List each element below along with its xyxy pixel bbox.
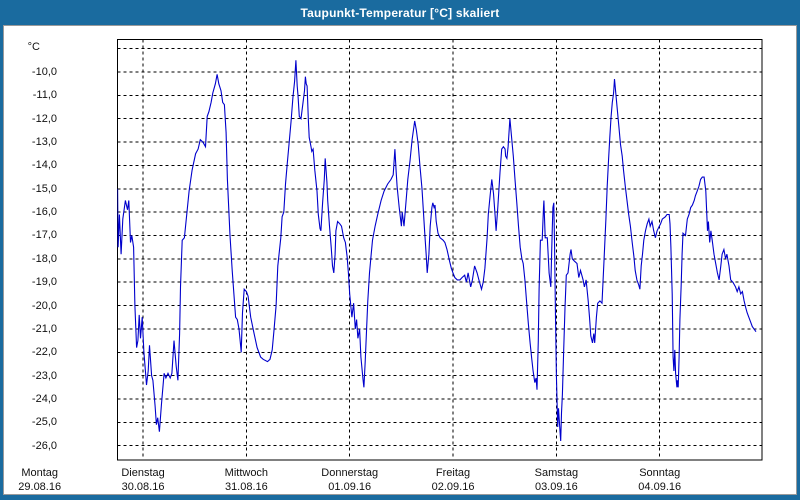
x-axis-date-label: 01.09.16 xyxy=(328,481,372,493)
y-axis-tick-label: -13,0 xyxy=(31,136,57,149)
x-axis-day-label: Mittwoch xyxy=(224,467,269,479)
x-axis-date-label: 31.08.16 xyxy=(224,481,268,493)
x-axis-day-label: Samstag xyxy=(534,467,579,479)
x-axis-date-label: 04.09.16 xyxy=(638,481,682,493)
y-axis-tick-label: -11,0 xyxy=(32,89,57,102)
x-axis-date-label: 03.09.16 xyxy=(534,481,578,493)
x-axis-date-label: 02.09.16 xyxy=(431,481,475,493)
y-axis-tick-label: -22,0 xyxy=(31,346,57,359)
y-axis-tick-label: -25,0 xyxy=(31,416,57,429)
y-axis-tick-label: -17,0 xyxy=(31,229,57,242)
temperature-series-line xyxy=(117,60,757,442)
y-axis-tick-label: -23,0 xyxy=(31,369,57,382)
x-axis-date-label: 30.08.16 xyxy=(121,481,165,493)
y-axis-tick-label: -14,0 xyxy=(31,159,57,172)
x-axis-day-label: Dienstag xyxy=(121,467,165,479)
y-axis-unit-label: °C xyxy=(27,41,40,53)
title-bar: Taupunkt-Temperatur [°C] skaliert xyxy=(0,0,800,25)
y-axis-tick-label: -21,0 xyxy=(31,322,57,335)
x-axis-date-label: 29.08.16 xyxy=(18,481,62,493)
y-axis-tick-label: -18,0 xyxy=(31,252,57,265)
y-axis-tick-label: -24,0 xyxy=(31,392,57,405)
x-axis-day-label: Freitag xyxy=(435,467,471,479)
y-axis-tick-label: -12,0 xyxy=(31,112,57,125)
x-axis-day-label: Sonntag xyxy=(639,467,681,479)
chart-panel: °C -10,0 -11,0 -12,0 -13,0 -14,0 -15,0 -16,0 -1… xyxy=(3,25,797,495)
y-axis-tick-label: -26,0 xyxy=(31,439,57,452)
plot-frame xyxy=(117,39,763,461)
x-axis-day-label: Donnerstag xyxy=(321,467,379,479)
y-axis-tick-label: -10,0 xyxy=(31,66,57,78)
y-axis-tick-label: -19,0 xyxy=(31,276,57,289)
y-axis-tick-label: -16,0 xyxy=(31,206,57,219)
chart-title: Taupunkt-Temperatur [°C] skaliert xyxy=(300,5,500,20)
y-axis-tick-label: -20,0 xyxy=(31,299,57,312)
y-axis-tick-label: -15,0 xyxy=(31,182,57,195)
x-axis-day-label: Montag xyxy=(21,467,59,479)
